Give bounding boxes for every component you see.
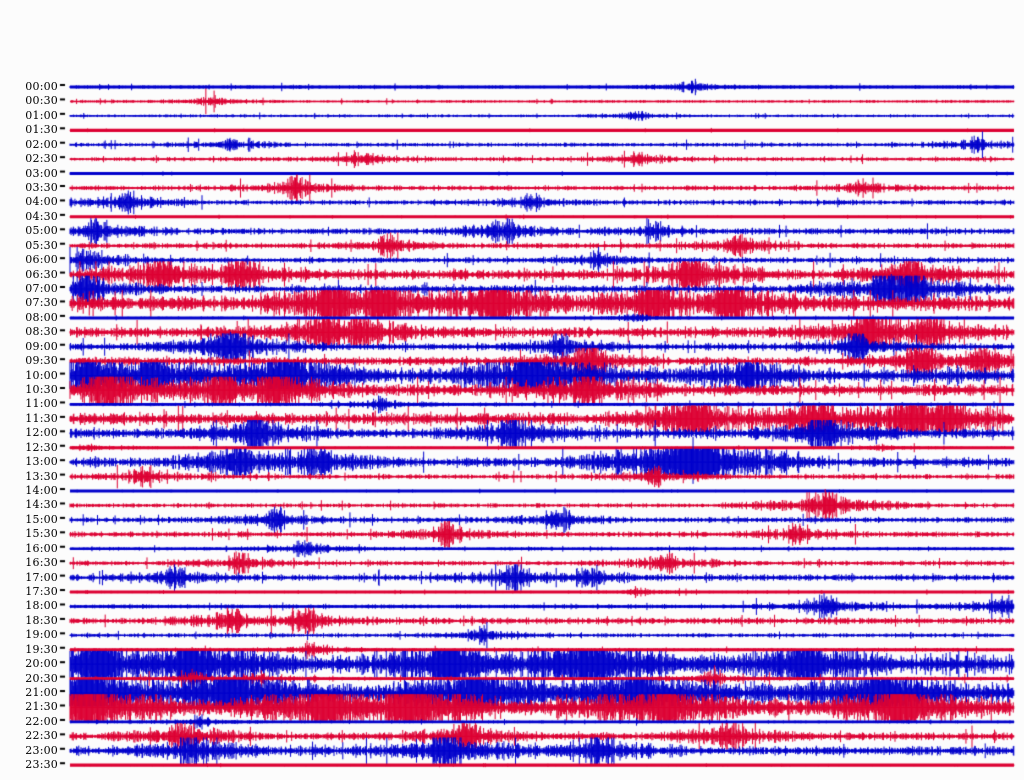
seismogram-plot: 00:00 00:30 01:00 01:30 02:00 02:30 03:00 03:30…: [0, 0, 1024, 780]
seismogram-trace-canvas: [0, 0, 1024, 780]
